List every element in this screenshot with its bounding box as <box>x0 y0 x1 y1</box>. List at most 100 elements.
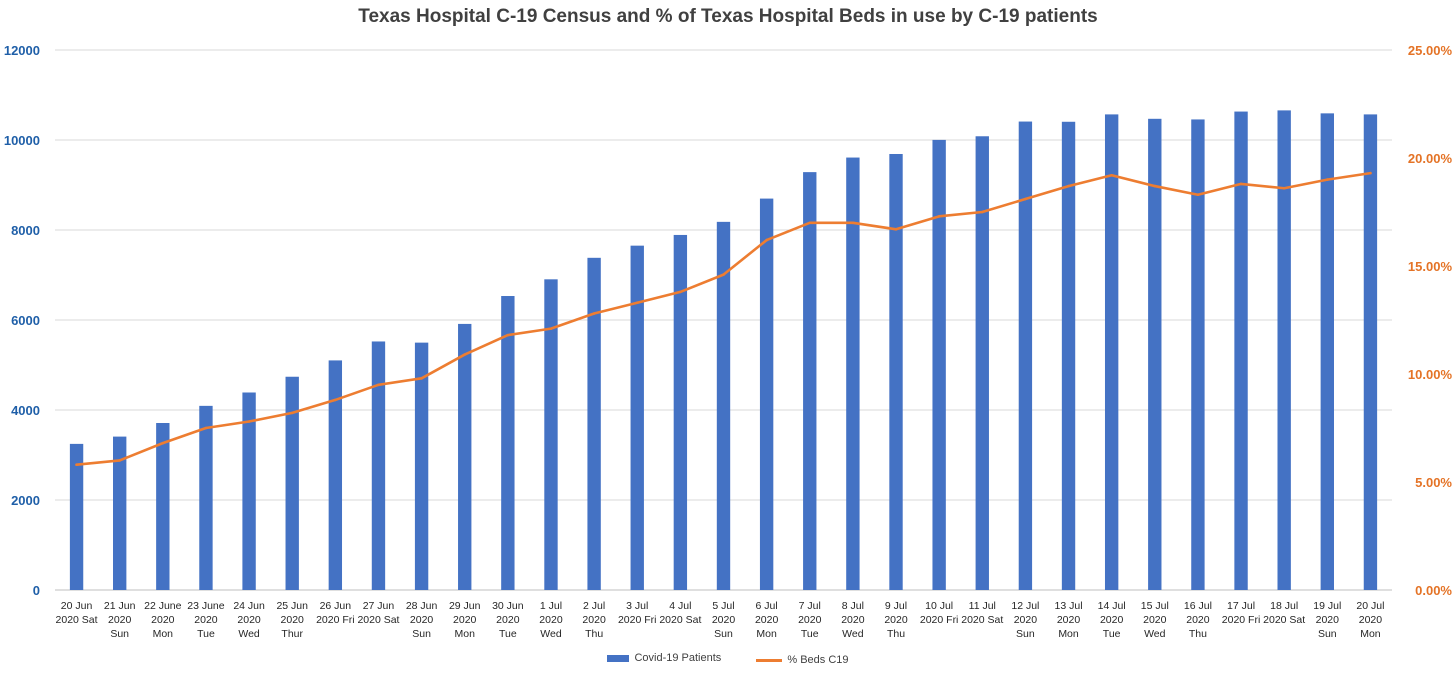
line-point <box>334 398 337 402</box>
y-right-tick-label: 20.00% <box>1408 151 1453 166</box>
x-tick-label: 22 June 2020 Mon <box>144 600 182 640</box>
x-tick-line: 2020 <box>281 614 305 626</box>
line-point <box>635 301 639 305</box>
x-tick-line: 2020 <box>1057 614 1081 626</box>
x-tick-line: 12 Jul <box>1011 600 1039 612</box>
x-tick-line: Tue <box>197 628 215 640</box>
x-tick-line: Thur <box>281 628 303 640</box>
bar <box>414 342 429 590</box>
bar <box>1061 121 1076 591</box>
x-tick-line: Thu <box>585 628 603 640</box>
x-tick-line: 2020 <box>841 614 865 626</box>
bar <box>716 221 731 591</box>
bar <box>1277 110 1291 590</box>
x-tick-line: Wed <box>540 628 562 640</box>
x-tick-label: 8 Jul 2020 Wed <box>841 600 865 640</box>
line-point <box>1153 184 1157 188</box>
x-tick-line: 4 Jul <box>669 600 691 612</box>
line-point <box>937 215 941 218</box>
x-tick-line: 15 Jul <box>1141 600 1169 612</box>
line-point <box>765 238 768 242</box>
x-tick-line: 11 Jul <box>969 600 996 612</box>
x-tick-line: 2020 <box>453 614 477 626</box>
x-tick-line: 16 Jul <box>1184 600 1212 612</box>
line-point <box>161 441 165 445</box>
bar <box>1363 114 1378 591</box>
y-left-tick-label: 6000 <box>11 313 40 328</box>
y-left-tick-label: 4000 <box>11 403 40 418</box>
x-tick-line: 30 Jun <box>492 600 524 612</box>
x-tick-line: 2020 <box>1359 614 1383 626</box>
x-tick-line: 2020 <box>1316 614 1340 626</box>
x-tick-label: 18 Jul 2020 Sat <box>1263 600 1305 626</box>
legend-swatch-line <box>756 658 783 662</box>
bar <box>285 376 299 590</box>
legend-item-line: % Beds C19 <box>756 654 849 666</box>
x-tick-line: 2020 Fri <box>316 614 355 626</box>
line-point <box>1282 186 1286 190</box>
x-tick-line: 2020 Fri <box>618 614 657 626</box>
bar <box>199 405 213 590</box>
x-tick-label: 30 Jun 2020 Tue <box>492 600 524 640</box>
x-tick-line: Sun <box>1016 628 1035 640</box>
x-tick-line: 2020 Sat <box>56 614 98 626</box>
x-tick-line: 2 Jul <box>583 600 605 612</box>
x-tick-line: 2020 <box>108 614 132 626</box>
x-tick-line: 5 Jul <box>712 600 734 612</box>
bar <box>630 245 644 590</box>
y-right-tick-label: 5.00% <box>1415 475 1452 490</box>
x-tick-label: 20 Jun 2020 Sat <box>56 600 98 626</box>
x-tick-line: Tue <box>499 628 517 640</box>
line-point <box>204 426 208 430</box>
x-tick-line: 29 Jun <box>449 600 481 612</box>
bar <box>803 172 817 590</box>
x-tick-label: 4 Jul 2020 Sat <box>659 600 701 626</box>
bar <box>846 157 860 591</box>
x-tick-label: 16 Jul 2020 Thu <box>1184 600 1212 640</box>
bar <box>371 341 386 590</box>
x-tick-line: 2020 <box>755 614 779 626</box>
x-tick-line: 2020 <box>496 614 520 626</box>
x-tick-line: Wed <box>1144 628 1166 640</box>
y-left-tick-label: 0 <box>33 583 40 598</box>
x-tick-line: 2020 <box>151 614 175 626</box>
x-tick-label: 14 Jul 2020 Tue <box>1098 600 1126 640</box>
line-point <box>1326 178 1329 181</box>
line-point <box>463 353 467 356</box>
x-tick-label: 12 Jul 2020 Sun <box>1011 600 1039 640</box>
line-point <box>1239 182 1243 186</box>
x-tick-line: Mon <box>1058 628 1079 640</box>
line-point <box>247 420 251 423</box>
bar <box>544 279 558 590</box>
x-tick-line: Mon <box>1360 628 1381 640</box>
x-tick-line: Sun <box>714 628 733 640</box>
x-tick-line: 22 June <box>144 600 182 612</box>
x-tick-line: 28 Jun <box>406 600 438 612</box>
x-tick-label: 10 Jul 2020 Fri <box>920 600 959 626</box>
x-tick-line: 2020 Sat <box>1263 614 1305 626</box>
bar <box>1148 118 1162 591</box>
x-tick-line: 2020 <box>1186 614 1210 626</box>
line-point <box>1024 197 1027 201</box>
bar <box>501 296 515 590</box>
line-point <box>1110 173 1113 177</box>
x-axis: 20 Jun 2020 Sat 21 Jun 2020 Sun 22 June 2020 Mo… <box>56 600 1385 640</box>
bar <box>113 436 127 590</box>
x-tick-label: 1 Jul 2020 Wed <box>539 600 563 640</box>
x-tick-label: 15 Jul 2020 Wed <box>1141 600 1169 640</box>
bar <box>1234 111 1248 590</box>
x-tick-label: 26 Jun 2020 Fri <box>316 600 355 626</box>
x-tick-line: 2020 <box>712 614 736 626</box>
x-tick-line: 23 June <box>187 600 225 612</box>
bar <box>156 423 170 590</box>
x-tick-line: 7 Jul <box>799 600 821 612</box>
x-tick-line: 8 Jul <box>842 600 864 612</box>
x-tick-label: 27 Jun 2020 Sat <box>357 600 399 626</box>
y-left-tick-label: 2000 <box>11 493 40 508</box>
x-tick-line: 20 Jun <box>61 600 93 612</box>
line-point <box>894 227 898 231</box>
x-tick-label: 21 Jun 2020 Sun <box>104 600 136 640</box>
x-tick-line: Wed <box>842 628 864 640</box>
legend-label-line: % Beds C19 <box>787 654 849 666</box>
